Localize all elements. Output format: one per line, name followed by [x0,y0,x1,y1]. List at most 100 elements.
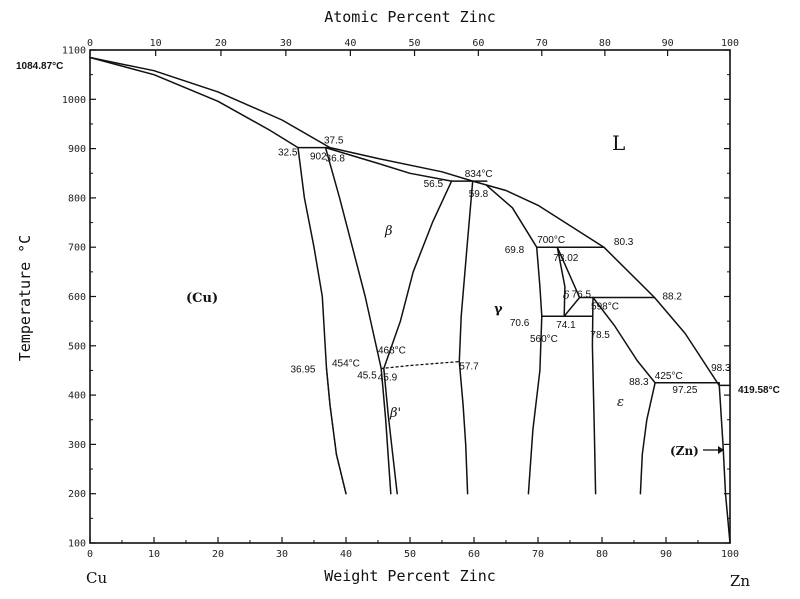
phase-boundary-3 [324,146,453,182]
annotation-24: 425°C [655,371,683,382]
annotation-22: 45.9 [378,372,398,383]
y-tick-label-5: 600 [68,292,86,303]
cu-phase-label: (Cu) [186,291,218,306]
x-tick-label-2: 20 [212,549,224,560]
annotation-19: 454°C [332,358,360,369]
phase-boundary-10 [380,360,460,370]
phase-boundary-6 [325,367,347,495]
phase-boundary-21 [639,382,656,495]
annotation-5: 56.5 [424,179,444,190]
phase-boundary-1 [89,56,299,149]
phase-boundary-9 [458,180,474,495]
phase-boundary-7 [324,146,392,495]
top-tick-label-4: 40 [344,38,356,49]
left-axis: 100 200 300 400 500 600 700 800 900 1000 1100 [62,46,96,550]
top-tick-label-1: 10 [150,38,162,49]
x-axis-title: Weight Percent Zinc [324,567,496,585]
top-tick-label-10: 100 [721,38,739,49]
top-tick-label-7: 70 [536,38,548,49]
annotation-23: 57.7 [459,362,479,373]
beta-phase-label: β [384,224,393,239]
annotation-14: 70.6 [510,318,530,329]
zn-arrow [703,446,724,454]
annotation-27: 98.3 [711,363,731,374]
annotation-7: 700°C [537,235,565,246]
cu-melting-label: 1084.87°C [16,61,63,72]
annotation-18: 36.95 [290,364,315,375]
phase-boundary-13 [556,246,566,317]
y-tick-label-8: 900 [68,144,86,155]
annotation-3: 36.8 [326,154,346,165]
top-axis-title: Atomic Percent Zinc [324,8,496,26]
phase-boundary-14 [556,246,581,299]
phase-boundary-18 [591,296,597,495]
annotation-21: 468°C [378,346,406,357]
annotation-25: 88.3 [629,377,649,388]
annotation-15: 74.1 [556,320,576,331]
x-tick-label-3: 30 [276,549,288,560]
top-tick-label-5: 50 [409,38,421,49]
annotation-2: 902 [310,152,327,163]
top-tick-label-9: 90 [662,38,674,49]
phase-boundary-11 [486,184,543,495]
y-tick-label-0: 100 [68,539,86,550]
x-tick-label-10: 100 [721,549,739,560]
gamma-phase-label: γ [494,302,503,317]
x-tick-label-0: 0 [87,549,93,560]
y-axis-title: Temperature °C [16,235,34,361]
annotation-0: 37.5 [324,136,344,147]
x-tick-label-9: 90 [660,549,672,560]
annotation-4: 834°C [465,169,493,180]
annotation-8: 69.8 [505,245,525,256]
annotation-10: 80.3 [614,237,634,248]
annotation-12: 598°C [591,301,619,312]
annotation-1: 32.5 [278,148,298,159]
phase-boundary-17 [563,296,581,317]
annotation-17: 560°C [530,334,558,345]
top-axis: 0 10 20 30 40 50 60 70 80 90 100 [87,38,739,56]
phase-boundary-5 [297,146,347,495]
top-tick-label-0: 0 [87,38,93,49]
y-tick-label-7: 800 [68,193,86,204]
y-tick-label-6: 700 [68,243,86,254]
annotation-16: 78.5 [590,330,610,341]
annotation-20: 45.5 [357,370,377,381]
y-tick-label-9: 1000 [62,95,86,106]
phase-boundaries [89,56,731,544]
phase-boundary-19 [592,296,656,384]
x-tick-label-5: 50 [404,549,416,560]
phase-boundary-22 [718,382,731,544]
annotation-11: 76.5 [572,289,592,300]
top-tick-label-2: 20 [215,38,227,49]
x-tick-label-6: 60 [468,549,480,560]
annotation-6: 59.8 [469,189,489,200]
zn-melting-label: 419.58°C [738,385,780,396]
phase-boundary-8 [383,180,453,495]
zn-phase-label: (Zn) [670,444,699,458]
cu-element-label: Cu [86,569,107,587]
annotation-26: 97.25 [672,385,697,396]
x-tick-label-8: 80 [596,549,608,560]
liquid-phase-label: L [612,131,625,155]
bottom-axis: 0 10 20 30 40 50 60 70 80 90 100 [87,537,739,560]
top-tick-label-8: 80 [599,38,611,49]
phase-boundary-0 [89,56,731,387]
epsilon-phase-label: ε [617,395,624,410]
annotation-13: 88.2 [662,291,682,302]
beta-prime-phase-label: β' [389,406,401,421]
top-tick-label-6: 60 [472,38,484,49]
x-tick-label-1: 10 [148,549,160,560]
zn-element-label: Zn [730,572,750,590]
y-tick-label-3: 400 [68,391,86,402]
y-tick-label-10: 1100 [62,46,86,57]
x-tick-label-7: 70 [532,549,544,560]
y-tick-label-4: 500 [68,341,86,352]
annotation-9: 73.02 [553,253,578,264]
y-tick-label-2: 300 [68,440,86,451]
top-tick-label-3: 30 [280,38,292,49]
x-tick-label-4: 40 [340,549,352,560]
y-tick-label-1: 200 [68,489,86,500]
delta-phase-label: δ [563,289,570,302]
